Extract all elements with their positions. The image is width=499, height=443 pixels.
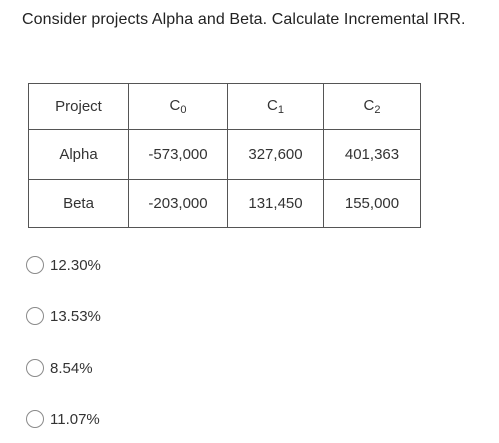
header-project: Project: [28, 83, 129, 130]
radio-button[interactable]: [26, 307, 44, 325]
answer-option-2[interactable]: 13.53%: [26, 307, 101, 325]
table-row: Alpha -573,000 327,600 401,363: [28, 129, 421, 180]
radio-button[interactable]: [26, 256, 44, 274]
cash-flow-table: Project C0 C1 C2 Alpha -573,000 327,600 …: [28, 83, 421, 228]
table-cell: 327,600: [227, 129, 324, 180]
answer-option-1[interactable]: 12.30%: [26, 256, 101, 274]
option-label: 8.54%: [50, 359, 93, 377]
table-header-row: Project C0 C1 C2: [28, 83, 421, 130]
radio-button[interactable]: [26, 359, 44, 377]
header-c2: C2: [323, 83, 421, 130]
table-cell: Alpha: [28, 129, 129, 180]
option-label: 13.53%: [50, 307, 101, 325]
table-cell: 401,363: [323, 129, 421, 180]
table-row: Beta -203,000 131,450 155,000: [28, 179, 421, 228]
table-cell: -203,000: [128, 179, 228, 228]
option-label: 11.07%: [50, 410, 100, 428]
question-text: Consider projects Alpha and Beta. Calcul…: [22, 11, 466, 28]
header-c0: C0: [128, 83, 228, 130]
table-cell: -573,000: [128, 129, 228, 180]
option-label: 12.30%: [50, 256, 101, 274]
radio-button[interactable]: [26, 410, 44, 428]
table-cell: Beta: [28, 179, 129, 228]
table-cell: 155,000: [323, 179, 421, 228]
table-cell: 131,450: [227, 179, 324, 228]
header-c1: C1: [227, 83, 324, 130]
answer-option-4[interactable]: 11.07%: [26, 410, 100, 428]
answer-option-3[interactable]: 8.54%: [26, 359, 93, 377]
